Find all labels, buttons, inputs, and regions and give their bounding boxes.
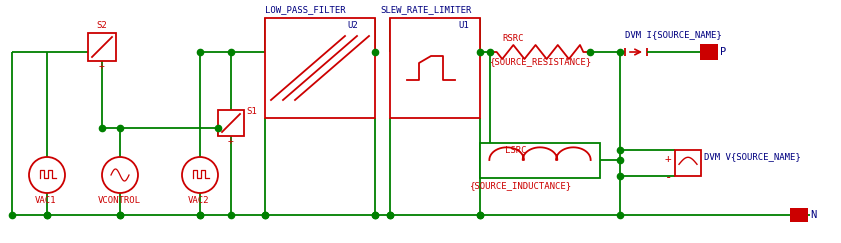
Bar bbox=[218, 110, 244, 136]
Bar bbox=[390, 18, 480, 118]
Text: +: + bbox=[99, 61, 105, 71]
Bar bbox=[790, 208, 808, 222]
Text: DVM V{SOURCE_NAME}: DVM V{SOURCE_NAME} bbox=[704, 152, 801, 161]
Text: +: + bbox=[665, 154, 672, 164]
Bar bbox=[700, 44, 718, 60]
Text: VAC1: VAC1 bbox=[35, 196, 56, 205]
Text: RSRC: RSRC bbox=[502, 34, 523, 43]
Text: VAC2: VAC2 bbox=[188, 196, 209, 205]
Text: S2: S2 bbox=[96, 21, 107, 30]
Text: SLEW_RATE_LIMITER: SLEW_RATE_LIMITER bbox=[380, 5, 471, 14]
Text: {SOURCE_RESISTANCE}: {SOURCE_RESISTANCE} bbox=[490, 57, 592, 66]
Text: N: N bbox=[810, 210, 817, 220]
Bar bbox=[480, 143, 600, 178]
Text: U1: U1 bbox=[458, 21, 468, 30]
Text: LOW_PASS_FILTER: LOW_PASS_FILTER bbox=[265, 5, 346, 14]
Bar bbox=[265, 18, 375, 118]
Text: LSRC: LSRC bbox=[505, 146, 526, 155]
Text: DVM I{SOURCE_NAME}: DVM I{SOURCE_NAME} bbox=[625, 30, 722, 39]
Bar bbox=[675, 150, 701, 176]
Text: S1: S1 bbox=[246, 107, 257, 116]
Bar bbox=[88, 33, 116, 61]
Text: U2: U2 bbox=[347, 21, 357, 30]
Text: -: - bbox=[665, 171, 673, 184]
Text: VCONTROL: VCONTROL bbox=[98, 196, 141, 205]
Text: +: + bbox=[228, 136, 234, 146]
Text: P: P bbox=[720, 47, 727, 57]
Text: {SOURCE_INDUCTANCE}: {SOURCE_INDUCTANCE} bbox=[470, 181, 572, 190]
